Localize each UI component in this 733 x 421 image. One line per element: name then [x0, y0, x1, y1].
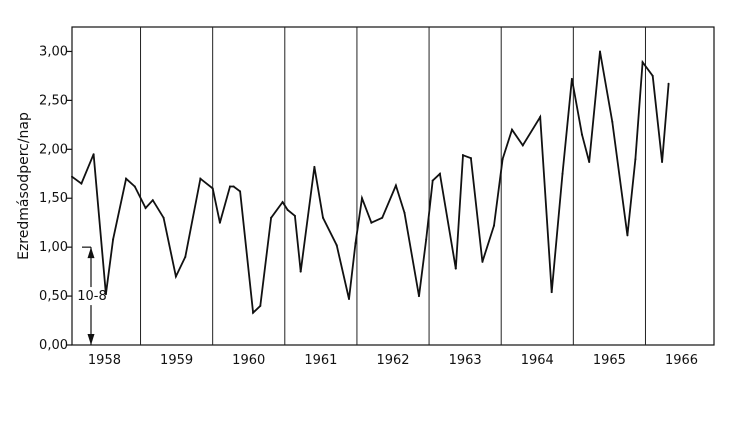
data-point	[588, 161, 591, 164]
data-point	[481, 260, 484, 263]
data-point	[539, 116, 542, 119]
data-point	[151, 199, 154, 202]
data-point	[218, 221, 221, 224]
data-point	[561, 172, 564, 175]
annotation-arrow-down	[87, 334, 95, 345]
x-axis-year-labels: 1958 1959 1960 1961 1962 1963 1964 1965 1966	[88, 353, 698, 368]
data-point	[270, 216, 273, 219]
data-point	[417, 295, 420, 298]
data-point	[211, 187, 214, 190]
data-point	[570, 77, 573, 80]
data-point	[360, 197, 363, 200]
scale-annotation: 10-8	[77, 246, 107, 345]
data-point	[228, 185, 231, 188]
data-point	[438, 172, 441, 175]
data-point	[394, 184, 397, 187]
data-point	[634, 158, 637, 161]
annotation-arrow-up	[87, 247, 95, 259]
data-point	[112, 238, 115, 241]
y-axis-ticks: 0,00 0,50 1,00 1,50 2,00 2,50 3,00	[39, 44, 72, 353]
data-point	[184, 255, 187, 258]
data-point	[580, 133, 583, 136]
data-point	[550, 291, 553, 294]
data-point	[661, 161, 664, 164]
y-tick-label: 2,00	[39, 142, 68, 157]
data-point	[259, 304, 262, 307]
y-tick-label: 3,00	[39, 44, 68, 59]
data-point	[454, 267, 457, 270]
data-point	[252, 311, 255, 314]
x-year-label: 1962	[376, 353, 409, 368]
data-point	[626, 234, 629, 237]
x-year-label: 1961	[304, 353, 337, 368]
data-point	[492, 224, 495, 227]
data-point	[511, 128, 514, 131]
data-point	[293, 214, 296, 217]
data-point	[92, 153, 95, 156]
data-point	[125, 177, 128, 180]
year-boundary-lines	[140, 27, 646, 345]
data-point	[667, 82, 670, 85]
data-point	[299, 270, 302, 273]
plot-frame	[71, 26, 715, 346]
y-axis-label: Ezredmásodperc/nap	[16, 112, 32, 260]
data-point	[322, 216, 325, 219]
series-layer	[71, 50, 670, 315]
data-point	[501, 158, 504, 161]
data-point	[521, 144, 524, 147]
x-year-label: 1959	[160, 353, 193, 368]
y-tick-label: 0,50	[39, 289, 68, 304]
data-point	[162, 216, 165, 219]
data-point	[286, 208, 289, 211]
y-tick-label: 1,00	[39, 240, 68, 255]
y-tick-label: 2,50	[39, 93, 68, 108]
data-point	[232, 185, 235, 188]
x-year-label: 1963	[449, 353, 482, 368]
data-point	[469, 157, 472, 160]
data-point	[381, 216, 384, 219]
data-point	[71, 175, 73, 178]
data-point	[354, 242, 357, 245]
data-point	[431, 179, 434, 182]
x-year-label: 1960	[232, 353, 265, 368]
x-year-label: 1958	[88, 353, 121, 368]
data-point	[641, 61, 644, 64]
data-point	[403, 211, 406, 214]
y-tick-label: 1,50	[39, 191, 68, 206]
data-point	[144, 207, 147, 210]
annotation-label: 10-8	[77, 289, 107, 304]
y-tick-label: 0,00	[39, 338, 68, 353]
data-point	[313, 165, 316, 168]
data-point	[425, 238, 428, 241]
data-point	[174, 275, 177, 278]
data-point	[335, 244, 338, 247]
data-point	[239, 190, 242, 193]
data-point	[199, 177, 202, 180]
data-point	[80, 182, 83, 185]
data-point	[599, 50, 602, 53]
data-point	[370, 221, 373, 224]
x-year-label: 1966	[665, 353, 698, 368]
x-year-label: 1965	[593, 353, 626, 368]
series-line	[71, 51, 670, 315]
data-point	[281, 201, 284, 204]
data-point	[651, 74, 654, 77]
data-point	[133, 185, 136, 188]
data-point	[461, 154, 464, 157]
x-year-label: 1964	[521, 353, 554, 368]
data-point	[611, 120, 614, 123]
data-point	[347, 298, 350, 301]
data-point	[104, 293, 107, 296]
